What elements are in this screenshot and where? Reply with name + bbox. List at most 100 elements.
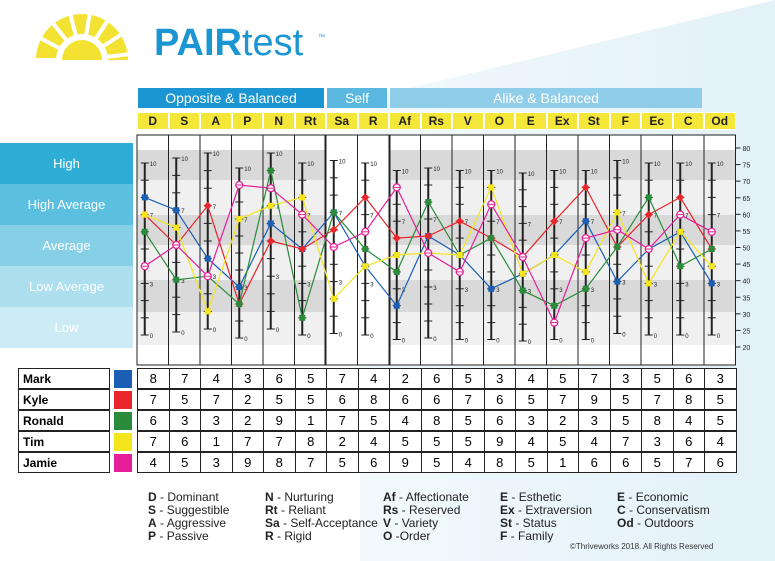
legend-separator: - [156,529,167,543]
scale-tick-label: 7 [213,205,217,211]
scale-header-sa: Sa [326,112,358,130]
score-cell-od: 4 [704,431,737,452]
score-cell-d: 6 [137,410,170,431]
logo-text-test: test [241,22,304,64]
legend-abbr: Sa [265,516,280,530]
scale-header-o: O [483,112,515,130]
score-cell-sa: 7 [326,368,359,389]
marker-mark-p [236,284,243,290]
legend-item-ex: Ex - Extraversion [500,503,592,517]
legend-separator: - [507,529,519,543]
right-axis-label: 70 [743,179,751,186]
scale-tick-label: 7 [528,222,532,228]
score-cell-st: 4 [578,431,611,452]
marker-kyle-v [455,217,464,226]
score-cell-o: 8 [483,452,516,473]
score-cell-af: 4 [389,410,422,431]
legend-separator: - [514,503,526,517]
score-cell-rs: 6 [420,368,453,389]
marker-ronald-ec [645,194,652,201]
right-axis-label: 30 [743,312,751,319]
scale-tick-label: 0 [591,339,595,345]
right-axis-label: 20 [743,345,751,352]
marker-ronald-sa [330,209,337,216]
scale-tick-label: 3 [213,275,217,281]
right-axis-label: 25 [743,328,751,335]
score-cell-p: 2 [231,410,264,431]
legend-abbr: Rs [383,503,399,517]
legend-abbr: N [265,490,274,504]
marker-kyle-rt [298,245,307,253]
legend-text: Aggressive [166,516,227,530]
table-row-name: Jamie [18,452,110,473]
marker-kyle-st [581,183,590,192]
legend-abbr: P [148,529,157,543]
legend-abbr: F [500,529,508,543]
scale-tick-label: 10 [496,170,503,176]
scale-tick-label: 7 [433,218,437,224]
scale-tick-label: 3 [717,282,721,288]
legend-item-sa: Sa - Self-Acceptance [265,516,378,530]
score-cell-d: 4 [137,452,170,473]
legend-separator: - [625,503,637,517]
marker-tim-v [456,252,463,258]
scale-header-rt: Rt [294,112,326,130]
marker-mark-n [267,220,274,227]
score-cell-f: 5 [609,410,642,431]
score-cell-ex: 7 [546,389,579,410]
scale-tick-label: 7 [181,209,185,215]
score-cell-ex: 5 [546,431,579,452]
score-cell-a: 4 [200,368,233,389]
score-cell-n: 8 [263,452,296,473]
legend-separator: - [156,503,167,517]
legend-abbr: V [383,516,392,530]
legend-text: Family [518,529,554,543]
legend-item-e: E - Economic [617,490,688,504]
score-cell-s: 5 [168,389,201,410]
marker-tim-c [677,228,684,235]
marker-tim-a [204,308,211,315]
scale-header-r: R [357,112,389,130]
marker-ronald-af [393,268,400,275]
marker-tim-sa [330,295,337,302]
band-high-average: High Average [0,184,133,225]
marker-ronald-s [173,276,180,283]
score-cell-r: 8 [357,389,390,410]
score-cell-st: 3 [578,410,611,431]
score-cell-e: 4 [515,368,548,389]
scale-tick-label: 0 [213,328,217,334]
marker-kyle-c [676,193,685,202]
score-cell-s: 7 [168,368,201,389]
legend-text: Extraversion [525,503,593,517]
copyright-text: ©Thriveworks 2018. All Rights Reserved [570,542,714,551]
legend-abbr: Af [383,490,396,504]
score-cell-c: 6 [672,431,705,452]
table-row-name: Ronald [18,410,110,431]
score-cell-a: 7 [200,389,233,410]
legend-item-af: Af - Affectionate [383,490,469,504]
scale-tick-label: 10 [339,160,346,166]
legend-item-v: V - Variety [383,516,438,530]
right-axis-label: 55 [743,229,751,236]
score-cell-r: 4 [357,368,390,389]
score-cell-d: 7 [137,389,170,410]
score-cell-rt: 5 [294,368,327,389]
legend-abbr: E [617,490,626,504]
scale-tick-label: 3 [559,288,563,294]
marker-mark-d [141,194,148,201]
score-cell-rs: 5 [420,452,453,473]
score-cell-rt: 5 [294,389,327,410]
marker-kyle-sa [329,225,338,234]
series-color-swatch [114,411,132,430]
legend-item-p: P - Passive [148,529,209,543]
score-cell-ec: 5 [641,368,674,389]
scale-tick-label: 7 [150,214,154,220]
marker-tim-ex [551,252,558,258]
scale-tick-label: 0 [528,340,532,346]
legend-abbr: S [148,503,157,517]
scale-header-e: E [515,112,547,130]
legend-text: Self-Acceptance [290,516,378,530]
scale-tick-label: 10 [150,162,157,168]
legend-item-o: O -Order [383,529,430,543]
right-axis-label: 75 [743,163,751,170]
